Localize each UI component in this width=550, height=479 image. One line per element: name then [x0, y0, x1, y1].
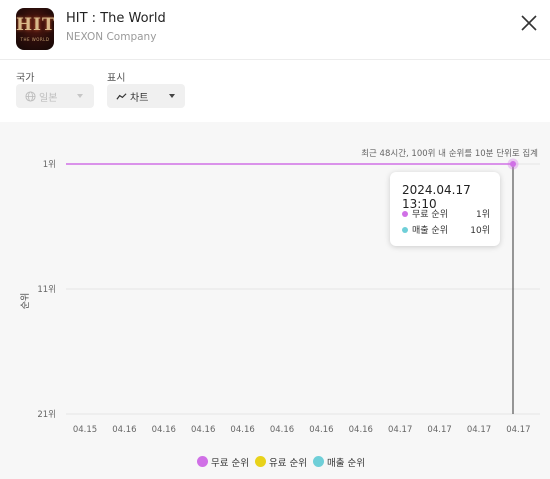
x-tick-label: 04.16	[112, 425, 136, 435]
country-label: 국가	[16, 73, 35, 84]
country-select[interactable]: 일본	[16, 84, 94, 108]
x-tick-label: 04.17	[427, 425, 451, 435]
legend-dot	[255, 456, 266, 467]
legend-dot	[313, 456, 324, 467]
display-label: 표시	[107, 73, 126, 84]
rank-chart-svg: 최근 48시간, 100위 내 순위를 10분 단위로 집계 1위 11위 21위 순위…	[20, 148, 540, 435]
x-tick-label: 04.15	[73, 425, 97, 435]
tooltip-value: 1위	[475, 210, 490, 220]
chevron-down-icon	[169, 94, 175, 98]
hover-point	[510, 161, 516, 167]
display-select[interactable]: 차트	[107, 84, 185, 108]
legend-label: 무료 순위	[211, 458, 249, 469]
y-tick-label: 21위	[37, 410, 56, 420]
app-logo-subtext: THE WORLD	[20, 37, 50, 42]
chart-note: 최근 48시간, 100위 내 순위를 10분 단위로 집계	[361, 148, 538, 159]
tooltip-row-free: 무료 순위 1위	[402, 207, 490, 221]
legend-label: 유료 순위	[269, 458, 307, 469]
app-logo-text: HIT	[16, 15, 54, 35]
tooltip-dot-free	[402, 211, 408, 217]
country-value: 일본	[39, 93, 58, 104]
y-tick-label: 11위	[37, 285, 56, 295]
x-tick-label: 04.16	[309, 425, 333, 435]
x-tick-label: 04.16	[270, 425, 294, 435]
chart-tooltip: 2024.04.17 13:10 무료 순위 1위 매출 순위 10위	[390, 172, 500, 246]
app-header: HIT THE WORLD HIT : The World NEXON Comp…	[0, 0, 550, 60]
tooltip-name: 무료 순위	[412, 210, 448, 220]
legend-dot	[197, 456, 208, 467]
close-icon[interactable]	[518, 12, 540, 34]
app-company: NEXON Company	[66, 31, 157, 43]
x-tick-label: 04.16	[230, 425, 254, 435]
tooltip-date: 2024.04.17 13:10	[402, 183, 471, 211]
chevron-down-icon	[77, 94, 83, 98]
legend-label: 매출 순위	[327, 458, 365, 469]
x-tick-label: 04.17	[506, 425, 530, 435]
y-axis-label: 순위	[20, 293, 31, 310]
trend-line-icon	[116, 93, 127, 100]
filter-controls: 국가 일본 표시 차트	[0, 60, 550, 122]
globe-icon	[25, 91, 36, 102]
app-title: HIT : The World	[66, 11, 166, 26]
y-tick-label: 1위	[43, 160, 56, 170]
tooltip-dot-sales	[402, 227, 408, 233]
app-icon: HIT THE WORLD	[16, 8, 54, 50]
display-value: 차트	[130, 93, 149, 104]
x-tick-label: 04.16	[191, 425, 215, 435]
chart-legend: 무료 순위 유료 순위 매출 순위	[0, 454, 550, 470]
x-tick-label: 04.17	[388, 425, 412, 435]
x-tick-label: 04.16	[152, 425, 176, 435]
tooltip-row-sales: 매출 순위 10위	[402, 223, 490, 237]
tooltip-value: 10위	[470, 226, 490, 236]
x-tick-label: 04.17	[467, 425, 491, 435]
x-tick-label: 04.16	[349, 425, 373, 435]
tooltip-name: 매출 순위	[412, 226, 448, 236]
